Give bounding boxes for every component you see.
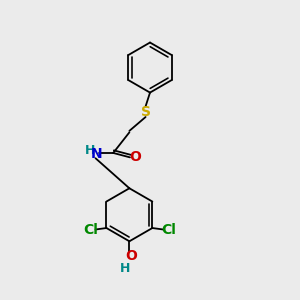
Text: O: O <box>125 249 137 263</box>
Text: H: H <box>85 144 95 157</box>
Text: N: N <box>91 147 103 161</box>
Text: O: O <box>129 150 141 164</box>
Text: H: H <box>120 262 130 275</box>
Text: Cl: Cl <box>161 223 176 236</box>
Text: S: S <box>141 105 151 119</box>
Text: Cl: Cl <box>83 223 98 236</box>
